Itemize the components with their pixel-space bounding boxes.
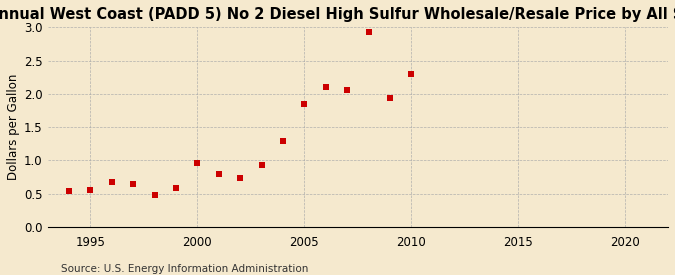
- Point: [256, 163, 267, 167]
- Point: [85, 187, 96, 192]
- Point: [385, 96, 396, 101]
- Title: Annual West Coast (PADD 5) No 2 Diesel High Sulfur Wholesale/Resale Price by All: Annual West Coast (PADD 5) No 2 Diesel H…: [0, 7, 675, 22]
- Point: [192, 161, 202, 165]
- Point: [235, 176, 246, 180]
- Point: [406, 72, 416, 77]
- Point: [363, 30, 374, 34]
- Point: [171, 185, 182, 190]
- Point: [213, 172, 224, 177]
- Point: [63, 189, 74, 193]
- Point: [342, 88, 352, 93]
- Point: [107, 180, 117, 185]
- Point: [277, 139, 288, 143]
- Text: Source: U.S. Energy Information Administration: Source: U.S. Energy Information Administ…: [61, 264, 308, 274]
- Point: [299, 102, 310, 107]
- Point: [149, 193, 160, 197]
- Point: [321, 85, 331, 89]
- Y-axis label: Dollars per Gallon: Dollars per Gallon: [7, 74, 20, 180]
- Point: [128, 182, 138, 186]
